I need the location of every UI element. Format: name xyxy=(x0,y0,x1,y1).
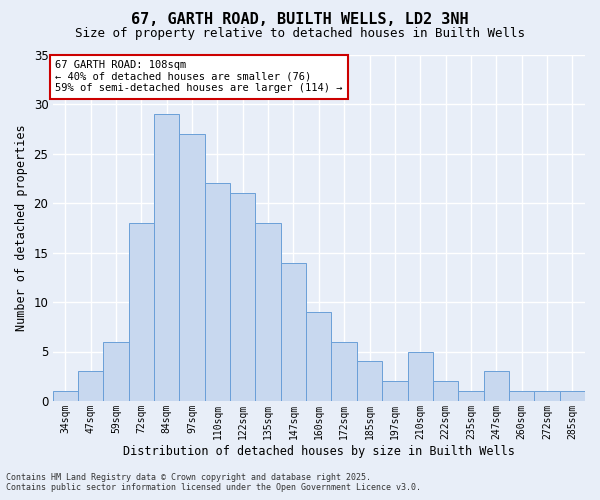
Bar xyxy=(205,184,230,401)
Bar xyxy=(179,134,205,401)
Bar xyxy=(103,342,128,401)
Bar xyxy=(509,391,534,401)
Text: 67, GARTH ROAD, BUILTH WELLS, LD2 3NH: 67, GARTH ROAD, BUILTH WELLS, LD2 3NH xyxy=(131,12,469,28)
Y-axis label: Number of detached properties: Number of detached properties xyxy=(15,124,28,332)
Text: Size of property relative to detached houses in Builth Wells: Size of property relative to detached ho… xyxy=(75,28,525,40)
Bar xyxy=(484,372,509,401)
Bar xyxy=(281,262,306,401)
X-axis label: Distribution of detached houses by size in Builth Wells: Distribution of detached houses by size … xyxy=(123,444,515,458)
Bar xyxy=(256,223,281,401)
Bar xyxy=(560,391,585,401)
Bar xyxy=(357,362,382,401)
Text: 67 GARTH ROAD: 108sqm
← 40% of detached houses are smaller (76)
59% of semi-deta: 67 GARTH ROAD: 108sqm ← 40% of detached … xyxy=(55,60,343,94)
Bar xyxy=(78,372,103,401)
Bar xyxy=(230,194,256,401)
Bar xyxy=(433,381,458,401)
Bar xyxy=(128,223,154,401)
Bar xyxy=(407,352,433,401)
Text: Contains HM Land Registry data © Crown copyright and database right 2025.
Contai: Contains HM Land Registry data © Crown c… xyxy=(6,473,421,492)
Bar xyxy=(458,391,484,401)
Bar xyxy=(306,312,331,401)
Bar xyxy=(53,391,78,401)
Bar xyxy=(154,114,179,401)
Bar xyxy=(331,342,357,401)
Bar xyxy=(534,391,560,401)
Bar xyxy=(382,381,407,401)
